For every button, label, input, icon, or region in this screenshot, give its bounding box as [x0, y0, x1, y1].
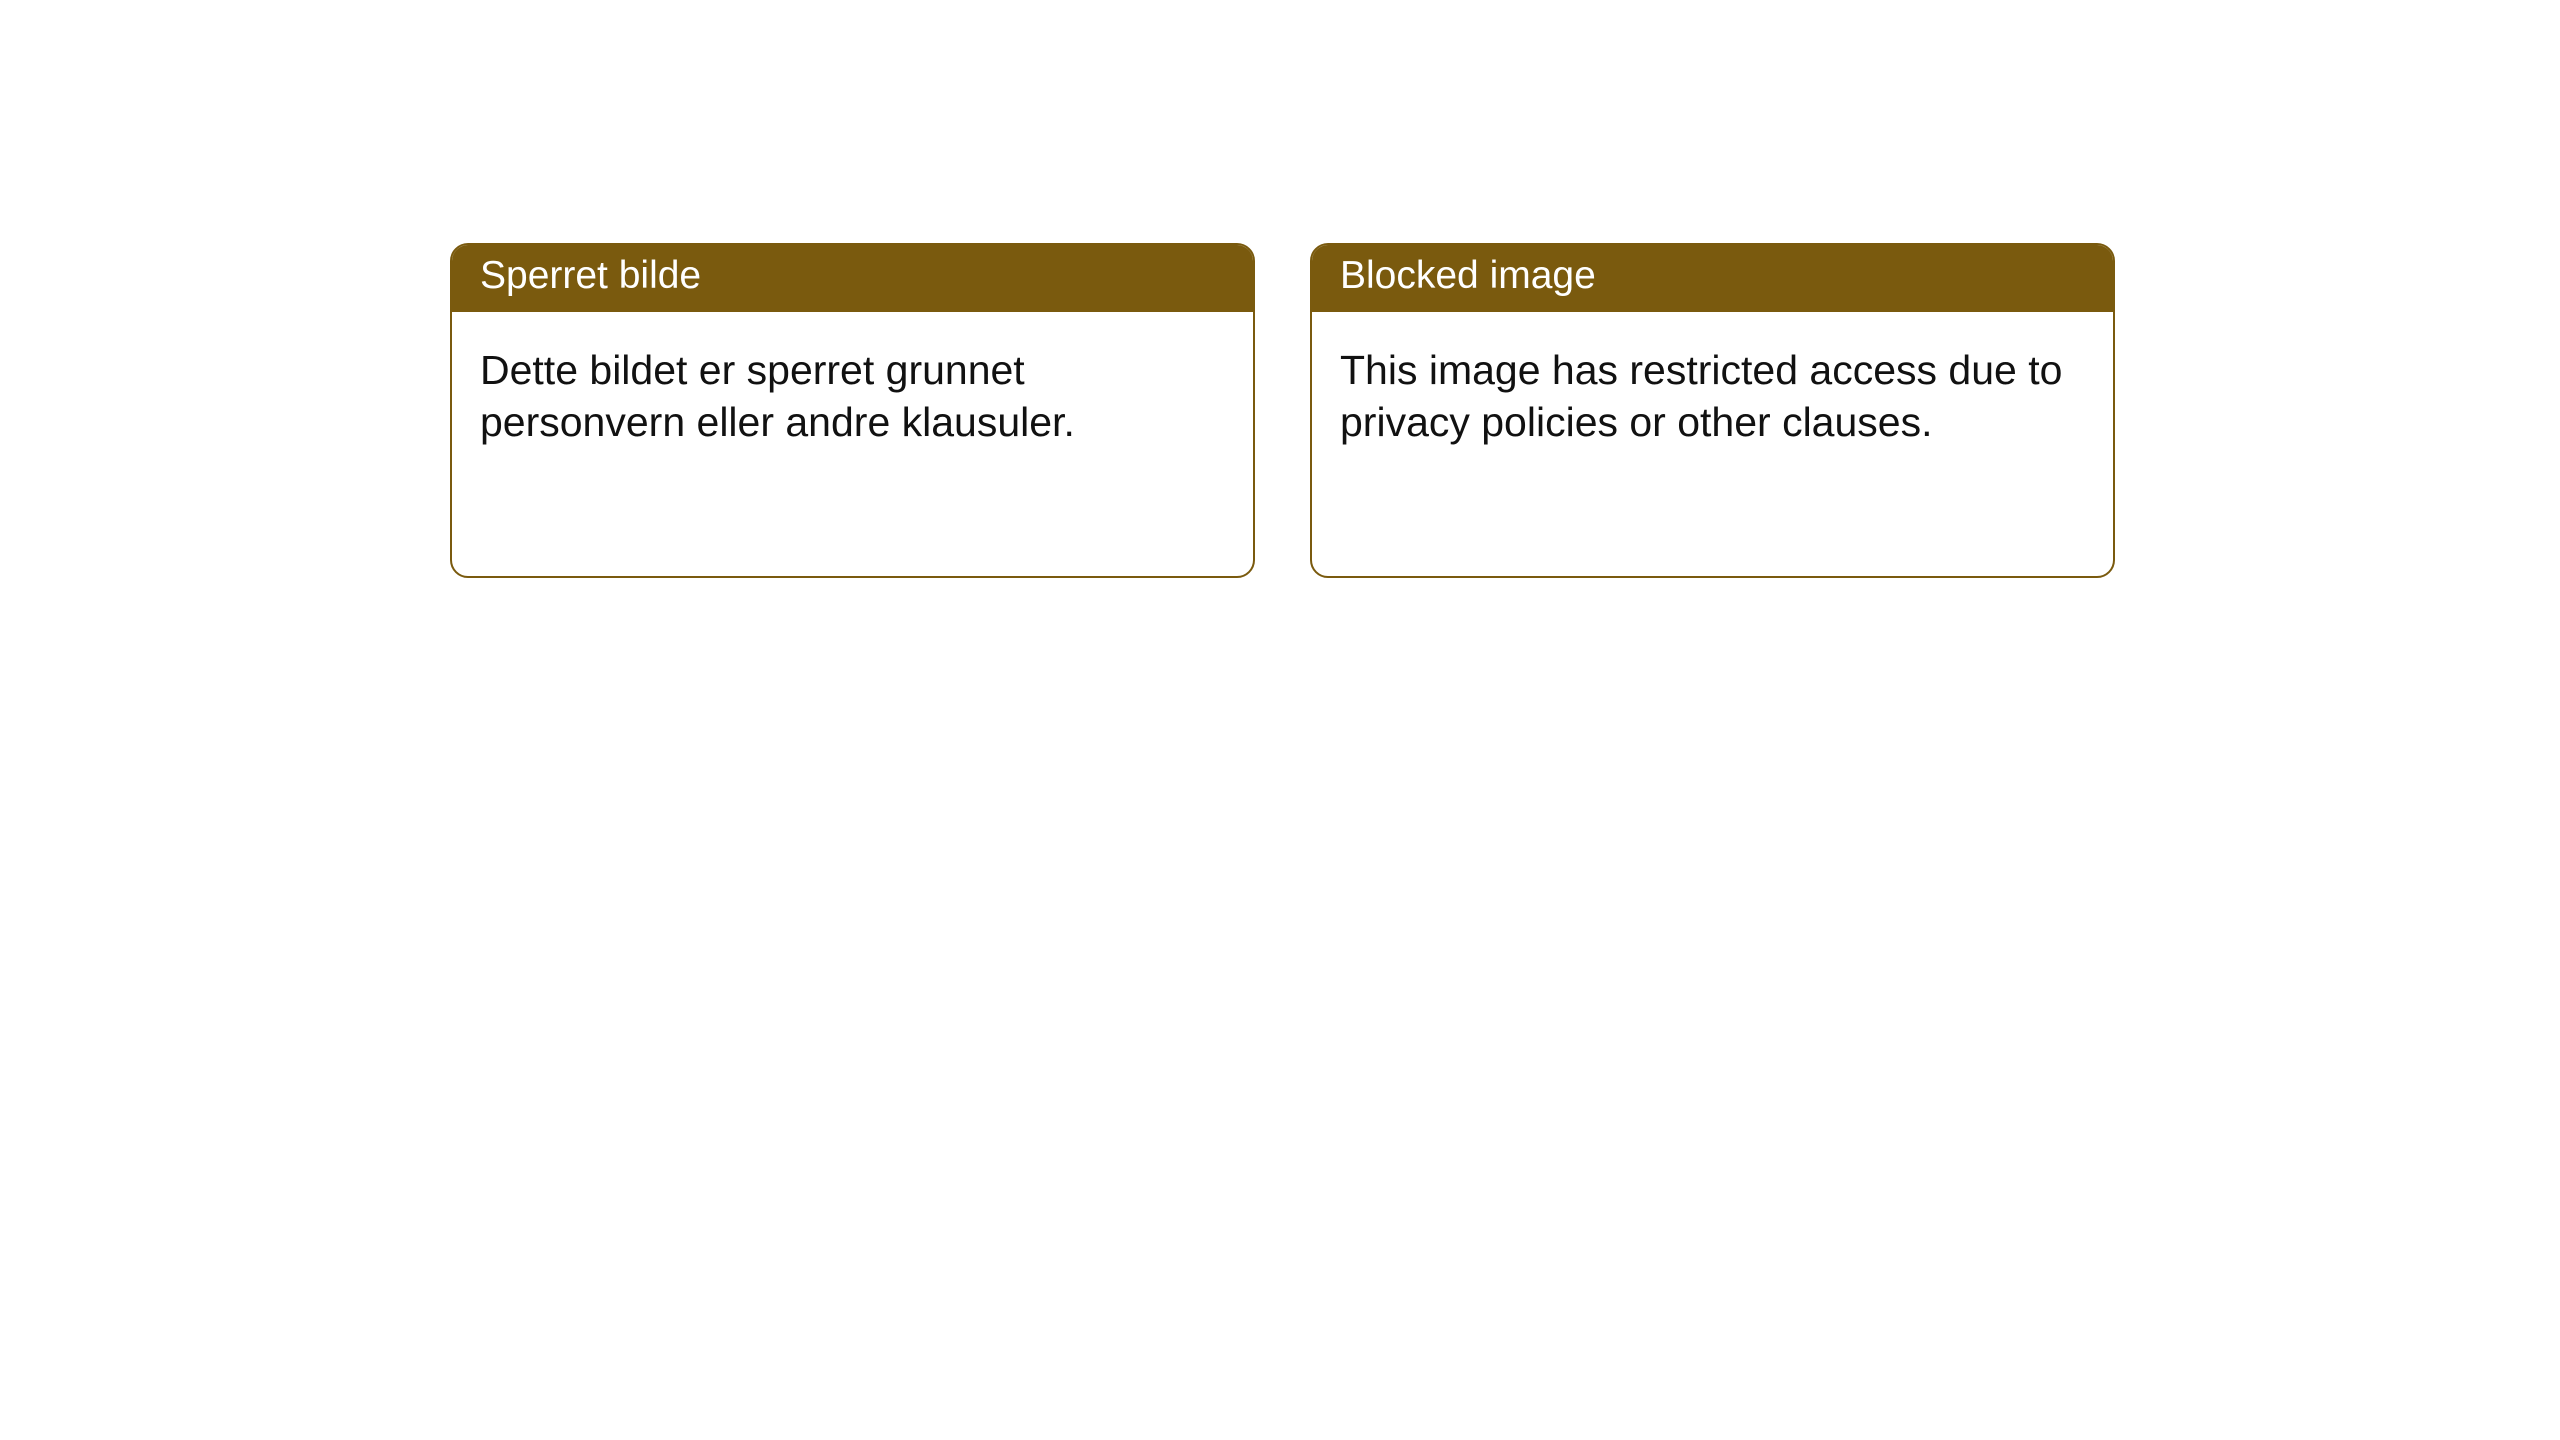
notice-text: This image has restricted access due to …: [1340, 347, 2062, 445]
notice-body: This image has restricted access due to …: [1312, 312, 2113, 481]
notice-header: Sperret bilde: [452, 245, 1253, 312]
notice-text: Dette bildet er sperret grunnet personve…: [480, 347, 1075, 445]
notice-title: Sperret bilde: [480, 254, 701, 297]
notice-header: Blocked image: [1312, 245, 2113, 312]
notice-box-no: Sperret bilde Dette bildet er sperret gr…: [450, 243, 1255, 578]
notice-body: Dette bildet er sperret grunnet personve…: [452, 312, 1253, 481]
notice-box-en: Blocked image This image has restricted …: [1310, 243, 2115, 578]
notice-container: Sperret bilde Dette bildet er sperret gr…: [0, 0, 2560, 578]
notice-title: Blocked image: [1340, 254, 1596, 297]
